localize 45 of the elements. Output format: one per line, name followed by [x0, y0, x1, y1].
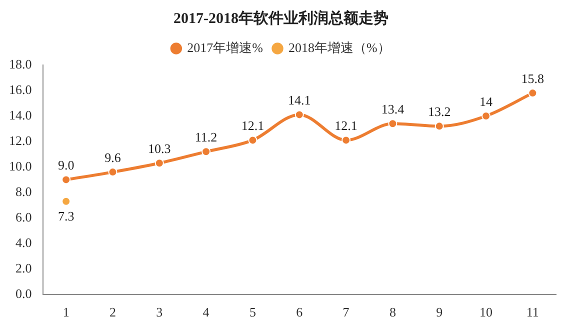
y-tick-label: 8.0 [16, 184, 32, 199]
y-tick-label: 10.0 [9, 158, 32, 174]
point [62, 196, 71, 206]
x-tick-label: 11 [526, 304, 539, 320]
x-tick-label: 6 [296, 304, 304, 320]
y-tick-label: 0.0 [16, 286, 32, 301]
y-tick-label: 16.0 [9, 82, 32, 97]
x-tick-label: 3 [156, 304, 163, 320]
data-label: 14 [480, 94, 494, 109]
point [294, 110, 304, 120]
point [202, 147, 211, 156]
point [342, 136, 351, 145]
data-label: 12.1 [241, 118, 264, 134]
point [154, 158, 164, 168]
chart-title: 2017-2018年软件业利润总额走势 [174, 8, 388, 27]
x-tick-label: 9 [436, 304, 443, 320]
data-label: 10.3 [148, 141, 171, 156]
point [388, 119, 398, 128]
point [248, 136, 258, 145]
data-label: 9.0 [58, 158, 74, 173]
data-label: 9.6 [104, 150, 122, 165]
x-tick-label: 2 [109, 304, 116, 320]
x-tick-label: 7 [342, 304, 350, 320]
y-tick-label: 4.0 [16, 234, 32, 250]
y-tick-label: 18.0 [9, 56, 32, 72]
legend-label: 2017年增速% [187, 40, 264, 55]
x-tick-label: 8 [389, 304, 396, 320]
y-tick-label: 14.0 [9, 107, 32, 122]
data-label: 14.1 [288, 92, 311, 108]
data-label: 11.2 [194, 130, 218, 145]
point [434, 122, 444, 131]
data-label: 15.8 [521, 70, 544, 86]
x-tick-label: 4 [202, 304, 210, 320]
x-tick-label: 10 [480, 304, 493, 320]
x-tick-label: 5 [249, 304, 256, 320]
legend-label: 2018年增速（%） [288, 40, 390, 55]
point [62, 175, 71, 184]
data-label: 12.1 [334, 118, 358, 134]
data-label: 7.3 [58, 208, 74, 224]
x-tick-label: 1 [62, 304, 70, 320]
y-tick-label: 2.0 [16, 260, 32, 276]
data-label: 13.2 [428, 104, 451, 120]
y-tick-label: 12.0 [9, 132, 32, 148]
data-label: 13.4 [381, 102, 405, 117]
y-tick-label: 6.0 [16, 209, 32, 224]
